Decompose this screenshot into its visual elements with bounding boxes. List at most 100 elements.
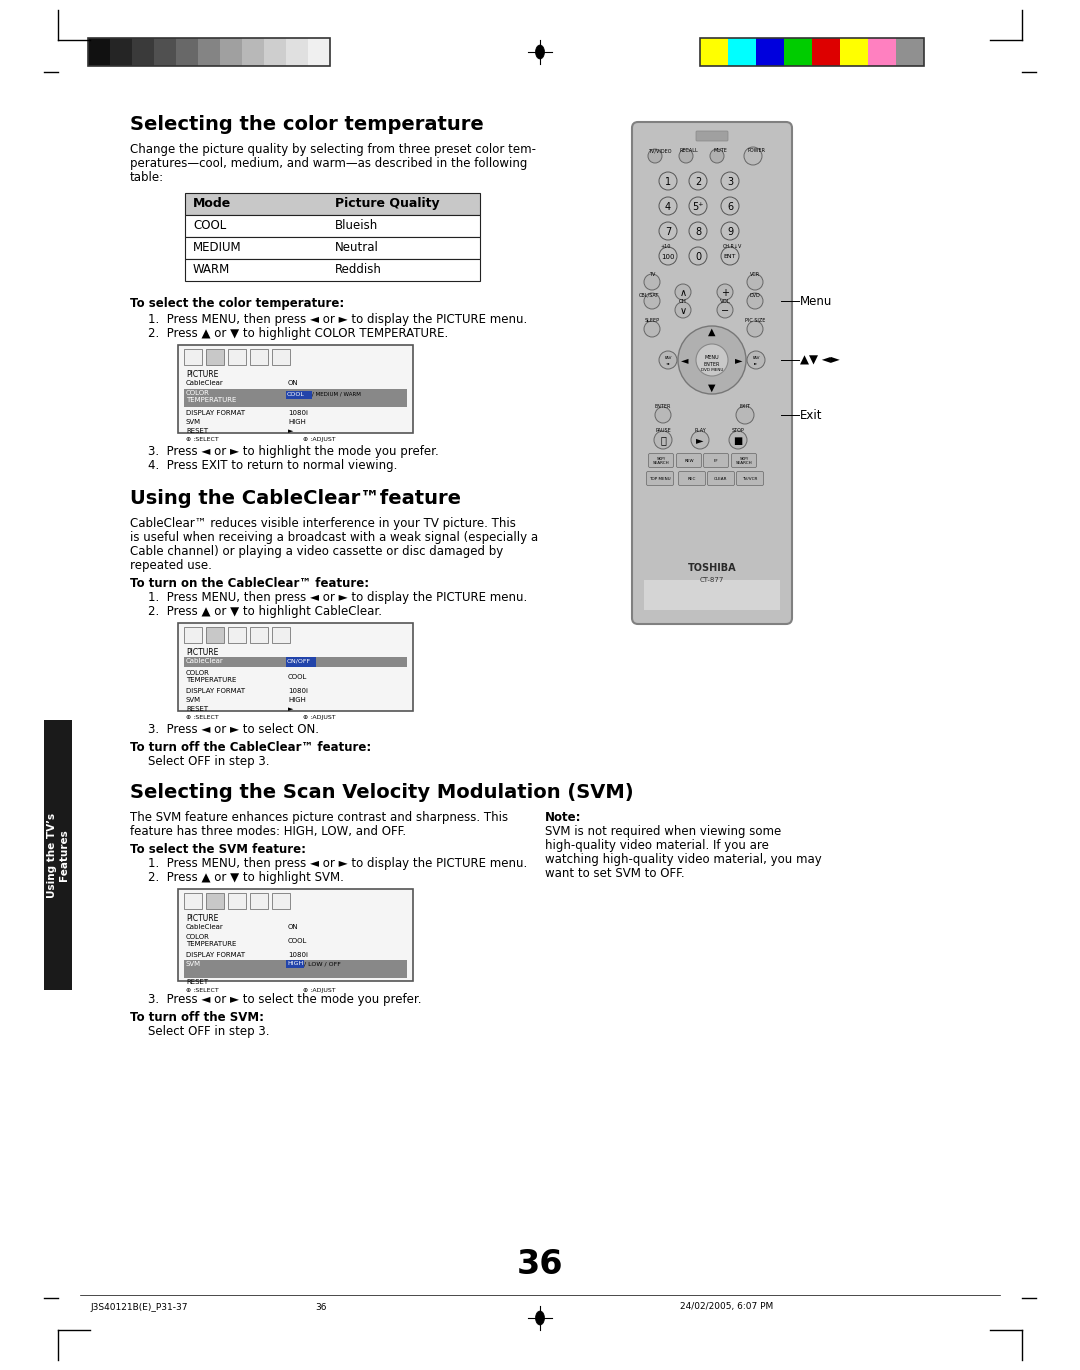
Text: ⊕ :SELECT: ⊕ :SELECT: [186, 988, 219, 993]
Bar: [185, 259, 480, 281]
Bar: [184, 627, 202, 643]
FancyBboxPatch shape: [678, 471, 705, 485]
Circle shape: [691, 432, 708, 449]
Text: COLOR: COLOR: [186, 934, 210, 940]
Text: Exit: Exit: [800, 408, 823, 422]
Text: To turn off the SVM:: To turn off the SVM:: [130, 1011, 264, 1023]
Text: ⊕ :ADJUST: ⊕ :ADJUST: [303, 437, 336, 443]
Text: DVD MENU: DVD MENU: [701, 369, 724, 373]
Text: ⏸: ⏸: [660, 436, 666, 445]
Text: +10: +10: [661, 244, 671, 248]
Text: PLAY: PLAY: [694, 427, 706, 433]
Text: ◄: ◄: [681, 355, 689, 364]
Circle shape: [717, 301, 733, 318]
Text: Using the CableClear™​feature: Using the CableClear™​feature: [130, 489, 461, 508]
Text: Change the picture quality by selecting from three preset color tem-: Change the picture quality by selecting …: [130, 142, 536, 156]
Text: ⊕ :SELECT: ⊕ :SELECT: [186, 715, 219, 721]
Text: ⊕ :ADJUST: ⊕ :ADJUST: [303, 715, 336, 721]
Circle shape: [644, 321, 660, 337]
Text: ⊕ :ADJUST: ⊕ :ADJUST: [303, 988, 336, 993]
Text: COOL: COOL: [288, 674, 308, 680]
FancyBboxPatch shape: [731, 453, 756, 467]
Text: Note:: Note:: [545, 811, 581, 823]
Text: / MEDIUM / WARM: / MEDIUM / WARM: [312, 390, 361, 396]
Text: VCR: VCR: [750, 271, 760, 277]
Text: 3.  Press ◄ or ► to select ON.: 3. Press ◄ or ► to select ON.: [148, 723, 319, 736]
Circle shape: [648, 149, 662, 163]
Text: 3: 3: [727, 177, 733, 186]
Text: SVM: SVM: [186, 960, 201, 967]
Text: CLEAR: CLEAR: [714, 477, 728, 481]
Text: COLOR: COLOR: [186, 670, 210, 675]
Text: CableClear: CableClear: [186, 379, 224, 386]
Text: peratures—cool, medium, and warm—as described in the following: peratures—cool, medium, and warm—as desc…: [130, 158, 527, 170]
Bar: [228, 349, 246, 364]
Text: ►: ►: [735, 355, 743, 364]
Text: ►: ►: [697, 436, 704, 445]
Bar: [154, 38, 176, 66]
Ellipse shape: [536, 1311, 544, 1325]
Circle shape: [689, 247, 707, 264]
Text: is useful when receiving a broadcast with a weak signal (especially a: is useful when receiving a broadcast wit…: [130, 532, 538, 544]
FancyBboxPatch shape: [696, 132, 728, 141]
Text: want to set SVM to OFF.: want to set SVM to OFF.: [545, 867, 685, 880]
Text: RESET: RESET: [186, 980, 208, 985]
Text: Menu: Menu: [800, 295, 833, 307]
Circle shape: [689, 222, 707, 240]
Bar: [756, 38, 784, 66]
Text: POWER: POWER: [748, 148, 766, 153]
Circle shape: [710, 149, 724, 163]
Text: repeated use.: repeated use.: [130, 559, 212, 573]
Text: 100: 100: [661, 253, 675, 259]
Bar: [206, 893, 224, 910]
Text: 2.  Press ▲ or ▼ to highlight CableClear.: 2. Press ▲ or ▼ to highlight CableClear.: [148, 606, 382, 618]
Text: 24/02/2005, 6:07 PM: 24/02/2005, 6:07 PM: [680, 1303, 773, 1311]
Text: To select the SVM feature:: To select the SVM feature:: [130, 843, 306, 856]
Text: PICTURE: PICTURE: [186, 648, 218, 658]
Bar: [700, 38, 924, 66]
Circle shape: [689, 173, 707, 190]
Text: CT-877: CT-877: [700, 577, 725, 584]
Bar: [286, 38, 308, 66]
Bar: [272, 893, 291, 910]
Bar: [249, 893, 268, 910]
Text: 5⁺: 5⁺: [692, 201, 704, 211]
Text: STOP: STOP: [731, 427, 744, 433]
Bar: [728, 38, 756, 66]
Bar: [272, 349, 291, 364]
Text: 6: 6: [727, 201, 733, 211]
Text: TEMPERATURE: TEMPERATURE: [186, 397, 237, 403]
Text: 2: 2: [694, 177, 701, 186]
Circle shape: [721, 197, 739, 215]
Bar: [220, 38, 242, 66]
Text: ▼: ▼: [708, 384, 716, 393]
Text: Mode: Mode: [193, 197, 231, 210]
Bar: [178, 889, 413, 981]
Bar: [198, 38, 220, 66]
Text: SVM: SVM: [186, 697, 201, 703]
Bar: [308, 38, 330, 66]
Bar: [228, 893, 246, 910]
Text: HIGH: HIGH: [287, 960, 303, 966]
Circle shape: [747, 351, 765, 369]
Circle shape: [659, 197, 677, 215]
Circle shape: [644, 293, 660, 310]
Text: Cable channel) or playing a video cassette or disc damaged by: Cable channel) or playing a video casset…: [130, 545, 503, 558]
Text: CableClear: CableClear: [186, 923, 224, 930]
Circle shape: [721, 173, 739, 190]
Circle shape: [659, 222, 677, 240]
Text: ►: ►: [288, 706, 294, 712]
Text: The SVM feature enhances picture contrast and sharpness. This: The SVM feature enhances picture contras…: [130, 811, 508, 823]
Text: 1080i: 1080i: [288, 410, 308, 416]
Bar: [784, 38, 812, 66]
Bar: [644, 580, 780, 610]
Bar: [185, 215, 480, 237]
Circle shape: [654, 432, 672, 449]
Circle shape: [689, 197, 707, 215]
Text: DISPLAY FORMAT: DISPLAY FORMAT: [186, 688, 245, 695]
Text: Picture Quality: Picture Quality: [335, 197, 440, 210]
Text: +: +: [721, 288, 729, 297]
Text: COOL: COOL: [193, 219, 226, 232]
Bar: [286, 658, 316, 667]
Bar: [184, 893, 202, 910]
